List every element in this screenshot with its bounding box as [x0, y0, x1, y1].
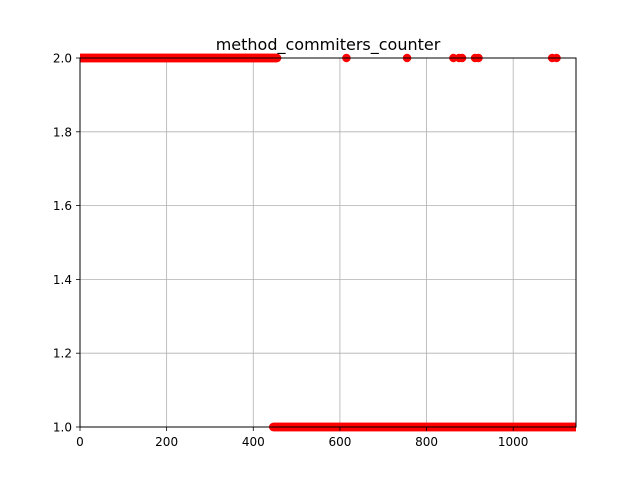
y-tick-label: 1.8	[53, 125, 72, 139]
x-tick-label: 400	[242, 435, 265, 449]
y-tick-label: 1.2	[53, 347, 72, 361]
axis-ticks: 0 200 400 600 800 1000 1.0 1.2 1.4 1.6 1.8 2.0	[53, 52, 529, 450]
x-tick-label: 200	[155, 435, 178, 449]
y-tick-label: 1.4	[53, 273, 72, 287]
x-tick-label: 1000	[498, 435, 529, 449]
x-tick-label: 600	[328, 435, 351, 449]
chart-title: method_commiters_counter	[216, 35, 441, 55]
x-tick-label: 0	[76, 435, 84, 449]
x-tick-label: 800	[415, 435, 438, 449]
y-tick-label: 1.6	[53, 199, 72, 213]
plot-frame	[79, 57, 577, 428]
y-tick-label: 1.0	[53, 421, 72, 435]
y-tick-label: 2.0	[53, 52, 72, 66]
